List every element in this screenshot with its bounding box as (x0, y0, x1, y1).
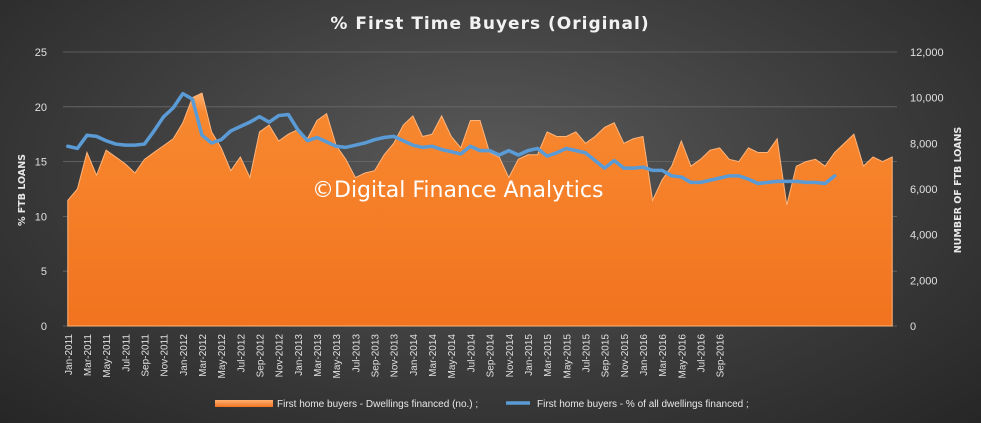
x-tick-label: Sep-2014 (486, 334, 497, 378)
x-tick-label: Jul-2016 (696, 334, 707, 373)
x-tick-label: Jul-2012 (236, 334, 247, 373)
x-tick-label: Jul-2014 (466, 334, 477, 373)
x-tick-label: Mar-2013 (313, 334, 324, 377)
x-tick-label: Jul-2013 (351, 334, 362, 373)
y-left-tick-label: 5 (41, 266, 47, 278)
x-tick-label: Mar-2016 (658, 334, 669, 377)
x-tick-label: May-2015 (562, 334, 573, 379)
y-right-tick-label: 6,000 (910, 184, 938, 196)
y-left-tick-label: 15 (35, 157, 47, 169)
x-tick-label: Nov-2012 (275, 334, 286, 378)
y-right-tick-label: 4,000 (910, 230, 938, 242)
x-tick-label: Nov-2014 (505, 334, 516, 378)
area-dwellings-financed (67, 92, 893, 327)
y-right-tick-label: 12,000 (910, 47, 944, 59)
x-tick-label: Mar-2015 (543, 334, 554, 377)
series-line-percent (66, 91, 837, 186)
x-tick-label: Sep-2011 (140, 334, 151, 377)
y-right-tick-label: 8,000 (910, 138, 938, 150)
x-tick-label: Jan-2015 (524, 334, 535, 376)
y-left-tick-label: 10 (35, 211, 47, 223)
y-left-tick-label: 20 (35, 102, 47, 114)
y-right-tick-label: 10,000 (910, 93, 944, 105)
y-axis-left-title: % FTB LOANS (17, 154, 28, 226)
line-percent-first-home-buyers (66, 91, 837, 186)
x-tick-label: Nov-2013 (390, 334, 401, 378)
x-tick-label: May-2016 (677, 334, 688, 379)
y-left-tick-label: 0 (41, 321, 47, 333)
y-axis-right-title: NUMBER OF FTB LOANS (953, 127, 964, 254)
y-axis-left: 0 5 10 15 20 25 (35, 47, 47, 333)
x-tick-label: Jan-2012 (179, 334, 190, 376)
x-tick-label: Mar-2011 (83, 334, 94, 376)
x-tick-label: Jan-2014 (409, 334, 420, 376)
y-axis-right: 0 2,000 4,000 6,000 8,000 10,000 12,000 (910, 47, 944, 333)
x-tick-label: Mar-2012 (198, 334, 209, 377)
legend-swatch-area (215, 400, 273, 407)
x-tick-label: Jan-2011 (64, 334, 75, 375)
x-tick-label: Jul-2015 (581, 334, 592, 373)
x-tick-label: Mar-2014 (428, 334, 439, 377)
y-left-tick-label: 25 (35, 47, 47, 59)
x-tick-label: Sep-2015 (601, 334, 612, 378)
legend-label-line: First home buyers - % of all dwellings f… (537, 399, 749, 410)
legend-label-area: First home buyers - Dwellings financed (… (277, 399, 478, 410)
x-tick-label: Sep-2013 (371, 334, 382, 378)
x-tick-label: Jul-2011 (121, 334, 132, 372)
watermark: ©Digital Finance Analytics (312, 178, 603, 203)
x-tick-label: Jan-2016 (639, 334, 650, 376)
x-tick-label: May-2014 (447, 334, 458, 379)
y-right-tick-label: 2,000 (910, 275, 938, 287)
x-tick-label: May-2011 (102, 334, 113, 378)
chart-title: % First Time Buyers (Original) (330, 14, 649, 34)
series-area-dwellings (67, 92, 893, 327)
legend: First home buyers - Dwellings financed (… (215, 399, 749, 410)
x-tick-label: May-2013 (332, 334, 343, 379)
x-tick-label: May-2012 (217, 334, 228, 379)
y-right-tick-label: 0 (910, 321, 916, 333)
x-axis: Jan-2011 Mar-2011 May-2011 Jul-2011 Sep-2011… (64, 334, 727, 379)
x-tick-label: Nov-2015 (620, 334, 631, 378)
x-tick-label: Sep-2012 (256, 334, 267, 378)
x-tick-label: Jan-2013 (294, 334, 305, 376)
x-tick-label: Nov-2011 (160, 334, 171, 377)
x-tick-label: Sep-2016 (716, 334, 727, 378)
